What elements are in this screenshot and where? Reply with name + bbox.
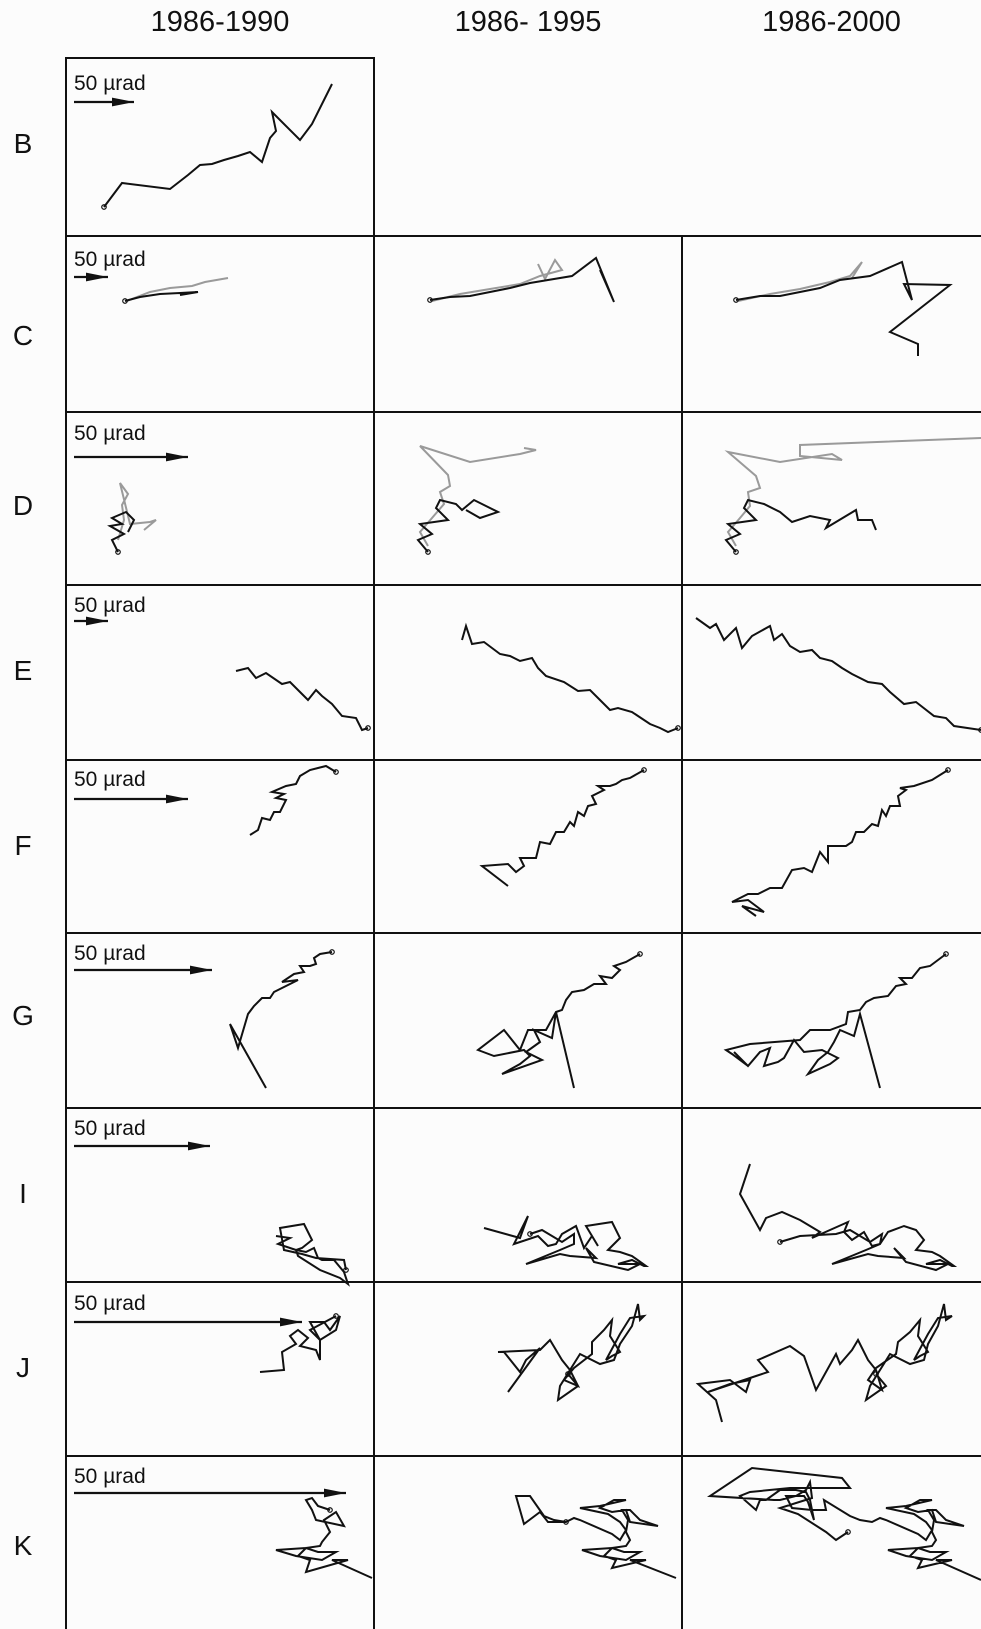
trace-c-1995-gray [431,258,564,302]
trace-j-1995 [497,1303,647,1403]
column-header-1986-1995: 1986- 1995 [454,6,602,38]
trace-j-2000 [695,1303,953,1423]
row-label-c: C [12,320,34,351]
row-label-j: J [16,1352,30,1383]
scale-label-j: 50 µrad [74,1292,146,1315]
trace-c-1990-black [122,291,199,304]
scale-label-d: 50 µrad [74,422,146,445]
trace-d-1995-black [416,498,501,555]
scale-label-e: 50 µrad [74,594,146,617]
row-label-d: D [12,490,34,521]
trace-b-1990 [101,83,333,210]
trace-k-1995 [514,1495,677,1579]
trace-c-2000-black [733,260,953,356]
trace-g-1990 [229,949,335,1089]
scale-label-c: 50 µrad [74,248,146,271]
scale-label-g: 50 µrad [74,942,146,965]
scale-label-f: 50 µrad [74,768,146,791]
column-header-1986-2000: 1986-2000 [762,6,901,38]
scale-label-b: 50 µrad [74,72,146,95]
trace-c-1990-gray [126,277,229,302]
trace-i-1990 [275,1222,350,1287]
row-label-e: E [13,655,33,686]
grid-lines [65,57,981,1629]
trace-c-1995-black [427,256,615,303]
trace-i-2000 [738,1163,958,1272]
row-label-b: B [13,128,33,159]
trace-j-1990 [259,1313,341,1373]
trace-g-2000 [723,951,949,1089]
trace-d-1995-gray [418,445,537,547]
row-label-k: K [13,1530,33,1561]
trace-f-1990 [249,764,339,836]
trace-e-2000 [695,617,981,733]
trace-f-1995 [479,767,647,887]
column-header-1986-1990: 1986-1990 [150,6,290,38]
trace-e-1990 [235,666,371,732]
scale-label-i: 50 µrad [74,1117,146,1140]
trace-d-1990-black [107,510,136,555]
trace-d-1990-gray [117,482,157,541]
trace-f-2000 [731,767,951,917]
trace-k-1990 [275,1496,373,1579]
row-label-i: I [19,1178,27,1209]
trace-k-2000 [706,1466,981,1581]
row-label-f: F [14,830,32,861]
trace-g-1995 [475,951,643,1089]
scale-label-k: 50 µrad [74,1465,146,1488]
trace-d-2000-gray [724,437,981,547]
trace-c-2000-gray [737,261,863,302]
trace-e-1995 [461,622,681,734]
row-label-g: G [12,1000,34,1031]
trace-i-1995 [483,1215,650,1272]
trace-d-2000-black [724,498,877,555]
